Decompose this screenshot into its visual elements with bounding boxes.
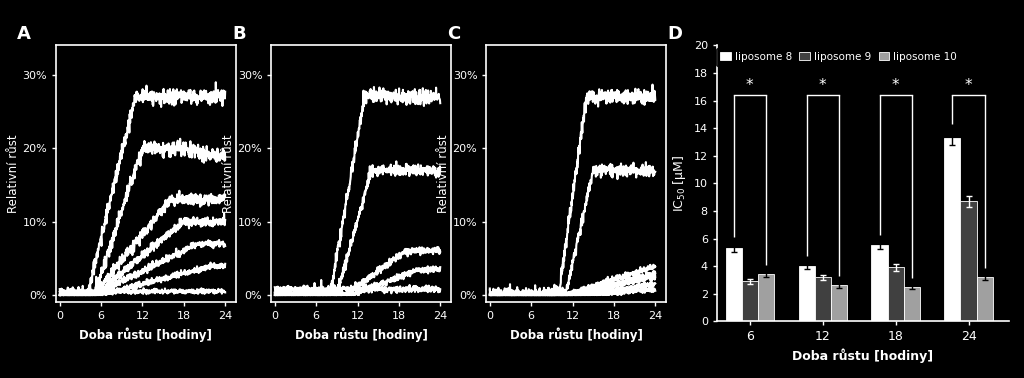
Bar (961, 201, 977, 321)
Bar (726, 248, 741, 321)
Bar (741, 281, 758, 321)
Text: B: B (231, 25, 246, 43)
Bar (977, 277, 992, 321)
Y-axis label: IC$_{50}$ [µM]: IC$_{50}$ [µM] (671, 155, 688, 212)
Bar (944, 138, 961, 321)
Bar (903, 287, 920, 321)
Text: *: * (892, 78, 899, 93)
Bar (758, 274, 774, 321)
Y-axis label: Relativní růst: Relativní růst (437, 135, 450, 213)
Y-axis label: Relativní růst: Relativní růst (7, 135, 19, 213)
Bar (871, 245, 888, 321)
Text: *: * (745, 78, 754, 93)
Bar (799, 266, 814, 321)
Text: *: * (965, 78, 973, 93)
X-axis label: Doba růstu [hodiny]: Doba růstu [hodiny] (295, 327, 427, 342)
Text: C: C (446, 25, 460, 43)
Bar (814, 277, 830, 321)
Legend: liposome 8, liposome 9, liposome 10: liposome 8, liposome 9, liposome 10 (716, 48, 962, 66)
Text: A: A (16, 25, 31, 43)
Y-axis label: Relativní růst: Relativní růst (222, 135, 234, 213)
X-axis label: Doba růstu [hodiny]: Doba růstu [hodiny] (793, 349, 933, 363)
X-axis label: Doba růstu [hodiny]: Doba růstu [hodiny] (510, 327, 642, 342)
Bar (830, 285, 847, 321)
Text: *: * (819, 78, 826, 93)
Bar (888, 268, 903, 321)
X-axis label: Doba růstu [hodiny]: Doba růstu [hodiny] (80, 327, 212, 342)
Text: D: D (668, 25, 682, 43)
